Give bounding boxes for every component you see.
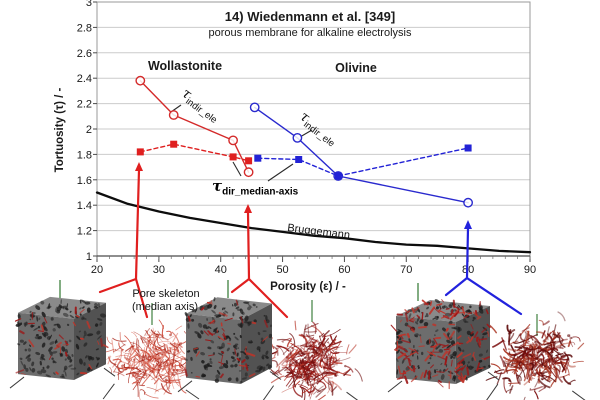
- y-tick-label: 1.4: [77, 200, 92, 212]
- x-tick-label: 50: [276, 264, 288, 276]
- series-wollastonite-dir-median-axis: [136, 140, 253, 165]
- data-point: [245, 157, 253, 165]
- axes-and-ticks: 20 30 40 50 60 70 80 9011.21.41.61.822.22.42.62…: [77, 0, 536, 276]
- x-axis-title: Porosity (ε) / -: [270, 281, 346, 293]
- y-tick-label: 2.4: [77, 73, 92, 85]
- series-wollastonite-indir-ele: [135, 75, 254, 178]
- x-tick-label: 20: [91, 264, 103, 276]
- label-leader-line: [232, 161, 242, 177]
- data-point: [135, 75, 146, 86]
- data-point: [464, 144, 472, 152]
- pore-skeleton-render-3: [485, 311, 586, 400]
- y-tick-label: 2: [86, 124, 92, 136]
- data-point: [170, 140, 178, 148]
- y-tick-label: 2.6: [77, 48, 92, 60]
- data-point: [254, 154, 262, 162]
- y-tick-label: 2.2: [77, 99, 92, 111]
- pointer-arrow: [230, 204, 289, 319]
- data-point: [168, 110, 179, 120]
- series-olivine-dir-median-axis: [254, 144, 472, 180]
- label-tau-dir-median-axis: τdir_median-axis: [212, 177, 299, 198]
- annotation-arrows: [98, 104, 523, 319]
- y-tick-label: 1.6: [77, 175, 92, 187]
- chart-subtitle: porous membrane for alkaline electrolysi…: [209, 27, 412, 39]
- text-labels: 14) Wiedenmann et al. [349] porous membr…: [54, 9, 412, 313]
- microstructure-cube-1: [9, 280, 116, 389]
- y-tick-label: 3: [86, 0, 92, 9]
- chart-title: 14) Wiedenmann et al. [349]: [225, 9, 395, 24]
- data-point: [463, 197, 473, 208]
- data-point: [292, 132, 303, 143]
- label-pore-skeleton-line1: Pore skeleton: [132, 288, 199, 300]
- bruggemann-curve: [95, 191, 532, 254]
- x-tick-label: 30: [153, 264, 165, 276]
- data-point: [243, 167, 254, 178]
- x-tick-label: 60: [338, 264, 350, 276]
- y-tick-label: 1: [86, 251, 92, 263]
- series-label-wollastonite: Wollastonite: [148, 59, 222, 73]
- label-pore-skeleton-line2: (median axis): [132, 301, 198, 313]
- y-tick-label: 1.2: [77, 226, 92, 238]
- data-point: [249, 102, 260, 113]
- pore-skeleton-render-1: [100, 303, 200, 400]
- x-tick-label: 40: [215, 264, 227, 276]
- label-bruggemann: Bruggemann: [287, 222, 351, 242]
- pointer-arrow: [98, 162, 149, 319]
- y-axis-title: Tortuosity (τ) / -: [54, 87, 66, 172]
- gridlines: [97, 26, 530, 232]
- y-tick-label: 2.8: [77, 22, 92, 34]
- series-bruggemann: [95, 191, 532, 254]
- data-point: [334, 172, 342, 180]
- label-leader-line: [299, 129, 313, 138]
- data-point: [295, 156, 303, 163]
- microstructure-cube-3: [387, 283, 500, 393]
- x-tick-label: 90: [524, 264, 536, 276]
- y-tick-label: 1.8: [77, 149, 92, 161]
- pointer-arrow: [444, 220, 523, 316]
- data-series: [135, 75, 473, 208]
- label-leader-line: [267, 163, 294, 182]
- data-point: [136, 148, 144, 156]
- microstructure-cube-2: [177, 280, 282, 393]
- data-point: [229, 153, 237, 161]
- pore-skeleton-render-2: [261, 300, 363, 400]
- data-point: [228, 135, 239, 146]
- series-label-olivine: Olivine: [335, 61, 377, 75]
- microstructure-images: [9, 280, 586, 400]
- x-tick-label: 70: [400, 264, 412, 276]
